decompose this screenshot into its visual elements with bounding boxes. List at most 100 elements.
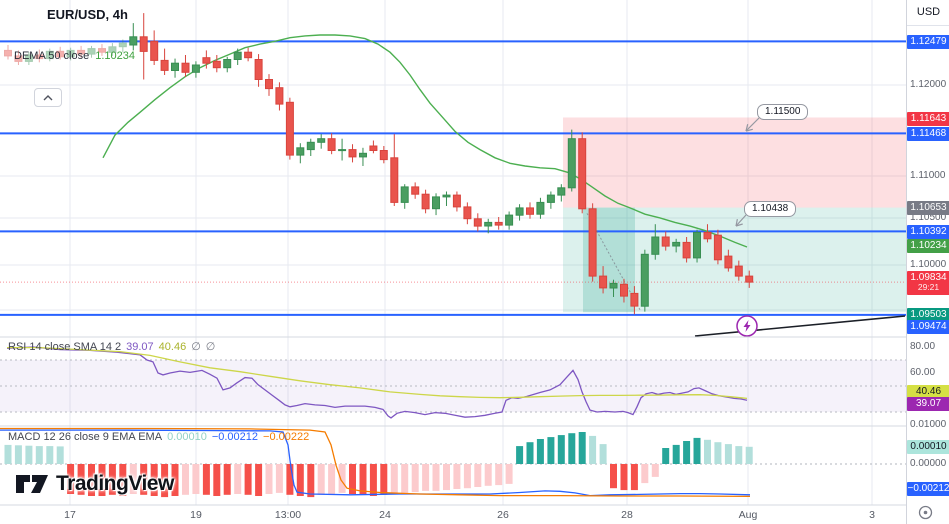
macd-histogram-bar xyxy=(171,464,179,496)
candle xyxy=(348,144,357,163)
candle xyxy=(588,203,597,282)
price-scale-tick: 0.00000 xyxy=(910,458,947,469)
price-scale-tick: 0.01000 xyxy=(910,419,947,430)
macd-histogram-bar xyxy=(25,445,33,464)
macd-histogram-bar xyxy=(568,433,576,464)
macd-histogram-bar xyxy=(296,464,304,496)
macd-histogram-bar xyxy=(693,437,701,464)
price-label-blue: 1.11468 xyxy=(907,127,949,141)
macd-histogram-bar xyxy=(495,464,503,486)
time-axis-label: 17 xyxy=(64,509,76,521)
candle xyxy=(306,138,315,156)
candle xyxy=(77,45,86,58)
macd-histogram-bar xyxy=(4,444,12,464)
candle xyxy=(505,211,514,230)
candle xyxy=(317,134,326,149)
macd-histogram-bar xyxy=(526,442,534,464)
macd-label: MACD 12 26 close 9 EMA EMA xyxy=(8,431,163,443)
macd-histogram-bar xyxy=(432,464,440,491)
macd-histogram-bar xyxy=(463,464,471,489)
candle xyxy=(473,213,482,232)
macd-histogram-bar xyxy=(140,464,148,495)
macd-histogram-bar xyxy=(161,464,169,498)
collapse-pane-button[interactable] xyxy=(34,88,62,107)
macd-histogram-bar xyxy=(317,464,325,495)
candle xyxy=(724,249,733,272)
indicator-legend-macd[interactable]: MACD 12 26 close 9 EMA EMA 0.00010 −0.0021… xyxy=(8,431,314,443)
candle xyxy=(233,48,242,65)
rsi-null-2: ∅ xyxy=(205,341,216,353)
time-axis[interactable]: 17 19 13:00 24 26 28 Aug 3 xyxy=(0,506,949,524)
candle xyxy=(87,45,96,58)
candle xyxy=(244,47,253,62)
candle xyxy=(150,30,159,65)
candle xyxy=(651,224,660,260)
tradingview-watermark[interactable]: TradingView xyxy=(16,472,174,496)
rsi-sma-line xyxy=(7,346,748,400)
macd-histogram-bar xyxy=(265,464,273,494)
price-scale[interactable]: USD 1.12000 1.11000 1.10500 1.10000 80.00 60.… xyxy=(906,0,949,524)
candle xyxy=(14,50,23,65)
candle xyxy=(379,146,388,164)
dema-label: DEMA 50 close xyxy=(14,50,90,62)
candle xyxy=(139,13,148,80)
timezone-settings-icon[interactable] xyxy=(917,504,934,524)
macd-hist-value: 0.00010 xyxy=(167,431,207,443)
macd-histogram-bar xyxy=(589,435,597,464)
indicator-legend-dema[interactable]: DEMA 50 close 1.10234 xyxy=(14,50,135,62)
candle xyxy=(118,39,127,53)
macd-histogram-bar xyxy=(641,464,649,484)
macd-histogram-bar xyxy=(745,446,753,464)
callout-arrowhead xyxy=(745,128,753,132)
watermark-text: TradingView xyxy=(56,472,174,495)
macd-histogram-bar xyxy=(380,464,388,495)
candle xyxy=(66,47,75,61)
macd-histogram-bar xyxy=(244,464,252,495)
price-label-blue: −0.00212 xyxy=(907,482,949,496)
candle xyxy=(442,191,451,206)
candle xyxy=(599,266,608,294)
macd-histogram-bar xyxy=(724,444,732,464)
dema-line xyxy=(102,34,748,248)
candle xyxy=(693,229,701,263)
symbol-title[interactable]: EUR/USD, 4h xyxy=(47,7,128,22)
rsi-line xyxy=(6,346,748,419)
macd-histogram-bar xyxy=(338,464,346,493)
candle xyxy=(432,193,440,216)
candle xyxy=(338,138,347,161)
price-callout-note[interactable]: 1.10438 xyxy=(744,201,797,217)
rsi-null-1: ∅ xyxy=(191,341,201,353)
price-label-blue: 1.12479 xyxy=(907,35,949,49)
short-position-risk-zone[interactable] xyxy=(563,117,906,208)
price-label-lightTeal: 0.00010 xyxy=(907,440,949,454)
price-callout-note[interactable]: 1.11500 xyxy=(757,104,809,120)
macd-histogram-bar xyxy=(307,464,315,498)
price-scale-tick: 1.12000 xyxy=(910,79,947,90)
candle xyxy=(129,23,138,51)
candle xyxy=(296,143,305,164)
candle xyxy=(484,218,493,234)
candle xyxy=(285,97,294,160)
time-axis-label: 3 xyxy=(869,509,875,521)
callout-arrow xyxy=(745,117,760,132)
macd-histogram-bar xyxy=(620,464,628,491)
candle xyxy=(160,48,169,75)
candle xyxy=(515,204,524,221)
trend-line-drawing[interactable] xyxy=(694,315,906,337)
macd-histogram-bar xyxy=(182,464,189,495)
macd-histogram-bar xyxy=(192,464,200,494)
lightning-bolt-glyph xyxy=(743,320,751,332)
macd-histogram-bar xyxy=(213,464,221,496)
dema-value: 1.10234 xyxy=(95,50,135,62)
price-scale-currency[interactable]: USD xyxy=(907,0,949,26)
macd-histogram-bar xyxy=(516,446,524,464)
indicator-legend-rsi[interactable]: RSI 14 close SMA 14 2 39.07 40.46 ∅ ∅ xyxy=(8,340,220,353)
macd-histogram-bar xyxy=(683,441,691,464)
macd-histogram-bar xyxy=(77,464,85,495)
macd-histogram-bar xyxy=(672,444,680,464)
time-axis-label: 28 xyxy=(621,509,633,521)
candle xyxy=(265,74,273,96)
macd-histogram-bar xyxy=(349,464,356,494)
macd-histogram-bar xyxy=(610,464,617,489)
